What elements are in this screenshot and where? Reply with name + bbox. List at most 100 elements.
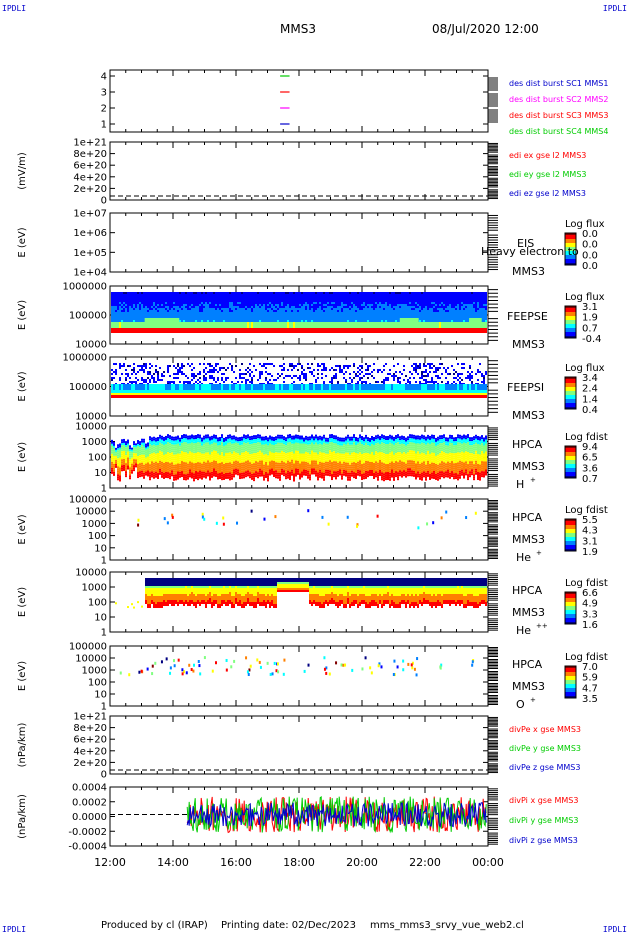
colorbar-cell bbox=[565, 397, 576, 400]
y-tick-label: 1000 bbox=[82, 583, 107, 594]
sparse-pixel bbox=[256, 658, 259, 662]
colorbar-cell bbox=[565, 620, 576, 623]
colorbar-cell bbox=[565, 249, 576, 252]
sparse-pixel bbox=[146, 667, 149, 671]
colorbar-cell bbox=[565, 549, 576, 552]
sparse-pixel bbox=[250, 509, 253, 513]
sparse-pixel bbox=[203, 517, 206, 521]
sparse-pixel bbox=[128, 673, 131, 677]
spacecraft-label: MMS3 bbox=[512, 409, 545, 422]
sparse-pixel bbox=[417, 526, 420, 530]
colorbar-cell bbox=[565, 618, 576, 621]
legend-entry: divPi y gse MMS3 bbox=[509, 816, 578, 825]
sparse-pixel bbox=[165, 657, 168, 661]
colorbar-cell bbox=[565, 610, 576, 613]
x-tick-label: 00:00 bbox=[472, 856, 504, 869]
colorbar-cell bbox=[565, 324, 576, 327]
colorbar-cell bbox=[565, 472, 576, 475]
colorbar-cell bbox=[565, 332, 576, 335]
colorbar-cell bbox=[565, 462, 576, 465]
y-tick-label: 2e+20 bbox=[73, 758, 107, 769]
sparse-pixel bbox=[188, 663, 191, 667]
y-tick-label: 1e+06 bbox=[73, 228, 107, 239]
sparse-pixel bbox=[203, 656, 206, 660]
sparse-pixel bbox=[445, 510, 448, 514]
sparse-pixel bbox=[236, 521, 239, 525]
colorbar-cell bbox=[565, 464, 576, 467]
y-tick-label: 10 bbox=[94, 690, 107, 701]
footer-produced-by: Produced by cl (IRAP) bbox=[101, 920, 208, 931]
sparse-pixel bbox=[171, 515, 174, 519]
spacecraft-label: MMS3 bbox=[512, 680, 545, 693]
colorbar-cell bbox=[565, 674, 576, 677]
instrument-label: HPCA bbox=[512, 438, 543, 451]
panel-hpca_he bbox=[109, 498, 577, 561]
sparse-pixel bbox=[271, 672, 274, 676]
colorbar-cell bbox=[565, 405, 576, 408]
colorbar-cell bbox=[565, 614, 576, 617]
sparse-pixel bbox=[137, 518, 140, 522]
sparse-pixel bbox=[269, 672, 272, 676]
sparse-pixel bbox=[225, 668, 228, 672]
spacecraft-label: MMS3 bbox=[512, 265, 545, 278]
colorbar-cell bbox=[565, 668, 576, 671]
colorbar-cell bbox=[565, 239, 576, 242]
panel-hpca_h bbox=[109, 425, 577, 489]
y-tick-label: 1 bbox=[101, 702, 107, 713]
colorbar-cell bbox=[565, 684, 576, 687]
colorbar-cell bbox=[565, 308, 576, 311]
colorbar-cell bbox=[565, 247, 576, 250]
colorbar-cell bbox=[565, 259, 576, 262]
y-tick-label: 0 bbox=[101, 770, 107, 781]
colorbar-cell bbox=[565, 263, 576, 266]
divpi-series-0 bbox=[186, 796, 487, 834]
y-tick-label: 4e+20 bbox=[73, 172, 107, 183]
sparse-pixel bbox=[411, 661, 414, 665]
colorbar-cell bbox=[565, 318, 576, 321]
sparse-pixel bbox=[392, 672, 395, 676]
y-axis-label: (nPa/km) bbox=[17, 723, 28, 768]
colorbar-title: Log flux bbox=[565, 363, 605, 374]
colorbar-tick-label: 0.7 bbox=[582, 474, 598, 485]
colorbar-cell bbox=[565, 377, 576, 380]
colorbar-cell bbox=[565, 602, 576, 605]
colorbar-cell bbox=[565, 521, 576, 524]
colorbar-tick-label: 3.1 bbox=[582, 302, 598, 313]
colorbar-cell bbox=[565, 608, 576, 611]
sparse-pixel bbox=[201, 515, 204, 519]
sparse-pixel bbox=[181, 668, 184, 672]
x-tick-label: 16:00 bbox=[220, 856, 252, 869]
panel-feepse bbox=[109, 285, 577, 345]
colorbar-tick-label: 4.7 bbox=[582, 683, 598, 694]
y-tick-label: 8e+20 bbox=[73, 149, 107, 160]
footer-filename: mms_mms3_srvy_vue_web2.cl bbox=[370, 920, 524, 931]
species-charge: + bbox=[530, 476, 536, 484]
legend-entry: edi ez gse l2 MMS3 bbox=[509, 189, 586, 198]
colorbar-tick-label: 6.6 bbox=[582, 588, 598, 599]
instrument-label: HPCA bbox=[512, 511, 543, 524]
panel-frame bbox=[109, 212, 489, 273]
y-tick-label: 100 bbox=[88, 678, 107, 689]
colorbar-cell bbox=[565, 312, 576, 315]
panel-frame bbox=[109, 645, 489, 707]
legend-entry: edi ey gse l2 MMS3 bbox=[509, 170, 587, 179]
y-tick-label: 10 bbox=[94, 468, 107, 479]
y-tick-label: 6e+20 bbox=[73, 735, 107, 746]
instrument-label: HPCA bbox=[512, 658, 543, 671]
colorbar-tick-label: 0.7 bbox=[582, 323, 598, 334]
sparse-pixel bbox=[471, 663, 474, 667]
sparse-pixel bbox=[402, 668, 405, 672]
colorbar-tick-label: 0.0 bbox=[582, 250, 598, 261]
instrument-label: HPCA bbox=[512, 584, 543, 597]
species-label: H bbox=[516, 478, 524, 491]
colorbar-cell bbox=[565, 261, 576, 264]
corner-label-bottom-right: IPDLI bbox=[602, 925, 627, 934]
legend-entry: divPe z gse MMS3 bbox=[509, 763, 580, 772]
sparse-pixel bbox=[169, 671, 172, 675]
y-axis-label: E (eV) bbox=[17, 227, 28, 257]
colorbar-cell bbox=[565, 328, 576, 331]
y-tick-label: -0.0004 bbox=[68, 842, 107, 853]
sparse-pixel bbox=[328, 672, 331, 676]
colorbar-cell bbox=[565, 460, 576, 463]
